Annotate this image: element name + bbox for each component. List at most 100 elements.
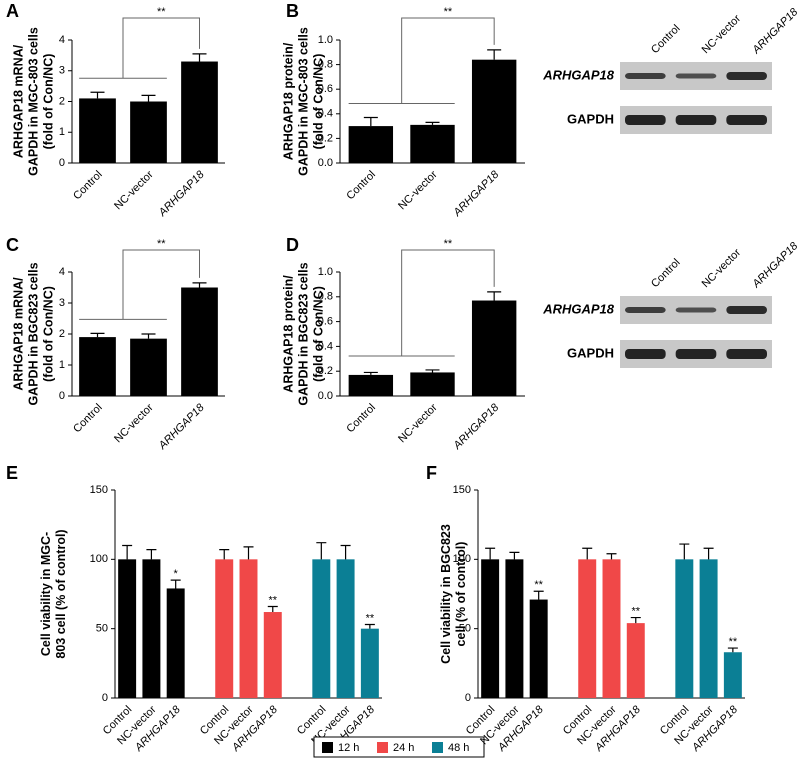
x-tick-label: Control <box>71 402 105 436</box>
error-bar <box>90 91 105 99</box>
error-bar <box>606 553 617 560</box>
panel-letter: A <box>6 1 19 21</box>
bar <box>142 559 161 698</box>
error-bar <box>487 49 502 60</box>
band <box>625 349 666 359</box>
y-axis-label: (fold of Con/NC) <box>41 286 55 382</box>
significance: ** <box>631 605 640 617</box>
error-bar <box>192 53 207 62</box>
significance: ** <box>268 594 277 606</box>
y-tick-label: 0.2 <box>318 365 333 377</box>
bar <box>505 559 524 698</box>
error-bar <box>90 332 105 338</box>
significance: * <box>174 568 179 580</box>
bar <box>348 374 394 396</box>
bracket <box>79 249 200 320</box>
error-bar <box>509 551 520 560</box>
error-bar <box>141 94 156 102</box>
bar <box>312 559 331 698</box>
y-axis-label: GAPDH in MGC-803 cells <box>296 27 310 176</box>
band <box>675 115 717 125</box>
bracket <box>348 249 495 357</box>
y-tick-label: 0 <box>59 157 65 169</box>
y-tick-label: 0 <box>59 390 65 402</box>
bar <box>675 559 694 698</box>
error-bar <box>363 116 378 127</box>
bar <box>79 98 116 163</box>
x-tick-label: ARHGAP18 <box>156 401 207 452</box>
row-label: ARHGAP18 <box>542 67 615 82</box>
bracket <box>79 17 200 79</box>
lane-label: Control <box>649 23 683 57</box>
significance: ** <box>157 6 166 18</box>
y-axis-label: GAPDH in BGC823 cells <box>26 262 40 405</box>
y-tick-label: 0.2 <box>318 132 333 144</box>
x-tick-label: NC-vector <box>112 401 156 445</box>
band <box>675 307 717 313</box>
y-axis-label: ARHGAP18 mRNA/ <box>11 44 25 158</box>
bracket <box>348 17 495 104</box>
y-tick-label: 1.0 <box>318 266 333 278</box>
error-bar <box>425 369 440 373</box>
error-bar <box>679 543 690 560</box>
y-tick-label: 100 <box>90 553 108 565</box>
x-tick-label: Control <box>344 169 378 203</box>
y-axis-label: cell (% of control) <box>454 542 468 647</box>
row-label: ARHGAP18 <box>542 301 615 316</box>
bar <box>410 372 455 396</box>
error-bar <box>703 547 714 560</box>
significance: ** <box>157 238 166 250</box>
y-tick-label: 0 <box>102 692 108 704</box>
y-tick-label: 1 <box>59 359 65 371</box>
band <box>625 115 666 125</box>
band <box>625 73 666 79</box>
y-tick-label: 1.0 <box>318 34 333 46</box>
lane-label: Control <box>649 257 683 291</box>
y-tick-label: 0.8 <box>318 59 333 71</box>
significance: ** <box>444 238 453 250</box>
bar <box>723 652 742 698</box>
y-tick-label: 4 <box>59 34 65 46</box>
lane-label: ARHGAP18 <box>750 6 798 57</box>
y-tick-label: 0.6 <box>318 316 333 328</box>
band <box>726 115 767 125</box>
bar <box>118 559 137 698</box>
band <box>675 73 717 79</box>
error-bar <box>425 121 440 125</box>
y-tick-label: 0.0 <box>318 390 333 402</box>
error-bar <box>727 647 738 653</box>
x-tick-label: ARHGAP18 <box>451 401 502 452</box>
error-bar <box>219 549 230 560</box>
y-tick-label: 2 <box>59 95 65 107</box>
row-label: GAPDH <box>567 345 614 360</box>
error-bar <box>316 542 327 560</box>
bar <box>529 599 548 698</box>
error-bar <box>340 544 351 560</box>
bar <box>481 559 500 698</box>
significance: ** <box>444 6 453 18</box>
bar <box>215 559 234 698</box>
panel-letter: D <box>286 235 299 255</box>
y-axis-label: ARHGAP18 protein/ <box>281 275 295 393</box>
bar <box>239 559 258 698</box>
y-axis-label: ARHGAP18 protein/ <box>281 42 295 160</box>
significance: ** <box>729 636 738 648</box>
y-tick-label: 0.6 <box>318 83 333 95</box>
y-tick-label: 2 <box>59 328 65 340</box>
legend-label: 12 h <box>338 742 359 754</box>
error-bar <box>243 546 254 560</box>
bar <box>471 300 517 396</box>
band <box>726 72 767 80</box>
significance: ** <box>366 612 375 624</box>
y-tick-label: 3 <box>59 65 65 77</box>
y-tick-label: 50 <box>96 623 108 635</box>
x-tick-label: Control <box>344 402 378 436</box>
y-tick-label: 3 <box>59 297 65 309</box>
band <box>675 349 717 359</box>
lane-label: ARHGAP18 <box>750 240 798 291</box>
error-bar <box>533 590 544 600</box>
bar <box>410 124 455 163</box>
legend-swatch <box>432 742 443 753</box>
error-bar <box>582 547 593 560</box>
